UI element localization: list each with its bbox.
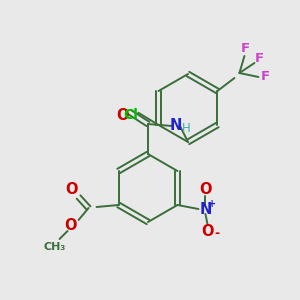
Text: O: O xyxy=(199,182,212,196)
Text: F: F xyxy=(255,52,264,65)
Text: O: O xyxy=(64,218,77,233)
Text: F: F xyxy=(261,70,270,83)
Text: -: - xyxy=(214,227,219,241)
Text: F: F xyxy=(241,43,250,56)
Text: CH₃: CH₃ xyxy=(44,242,66,252)
Text: H: H xyxy=(182,122,190,136)
Text: Cl: Cl xyxy=(123,108,138,122)
Text: N: N xyxy=(170,118,182,133)
Text: O: O xyxy=(65,182,78,196)
Text: O: O xyxy=(201,224,214,238)
Text: +: + xyxy=(208,199,217,209)
Text: O: O xyxy=(116,108,129,123)
Text: N: N xyxy=(199,202,212,217)
